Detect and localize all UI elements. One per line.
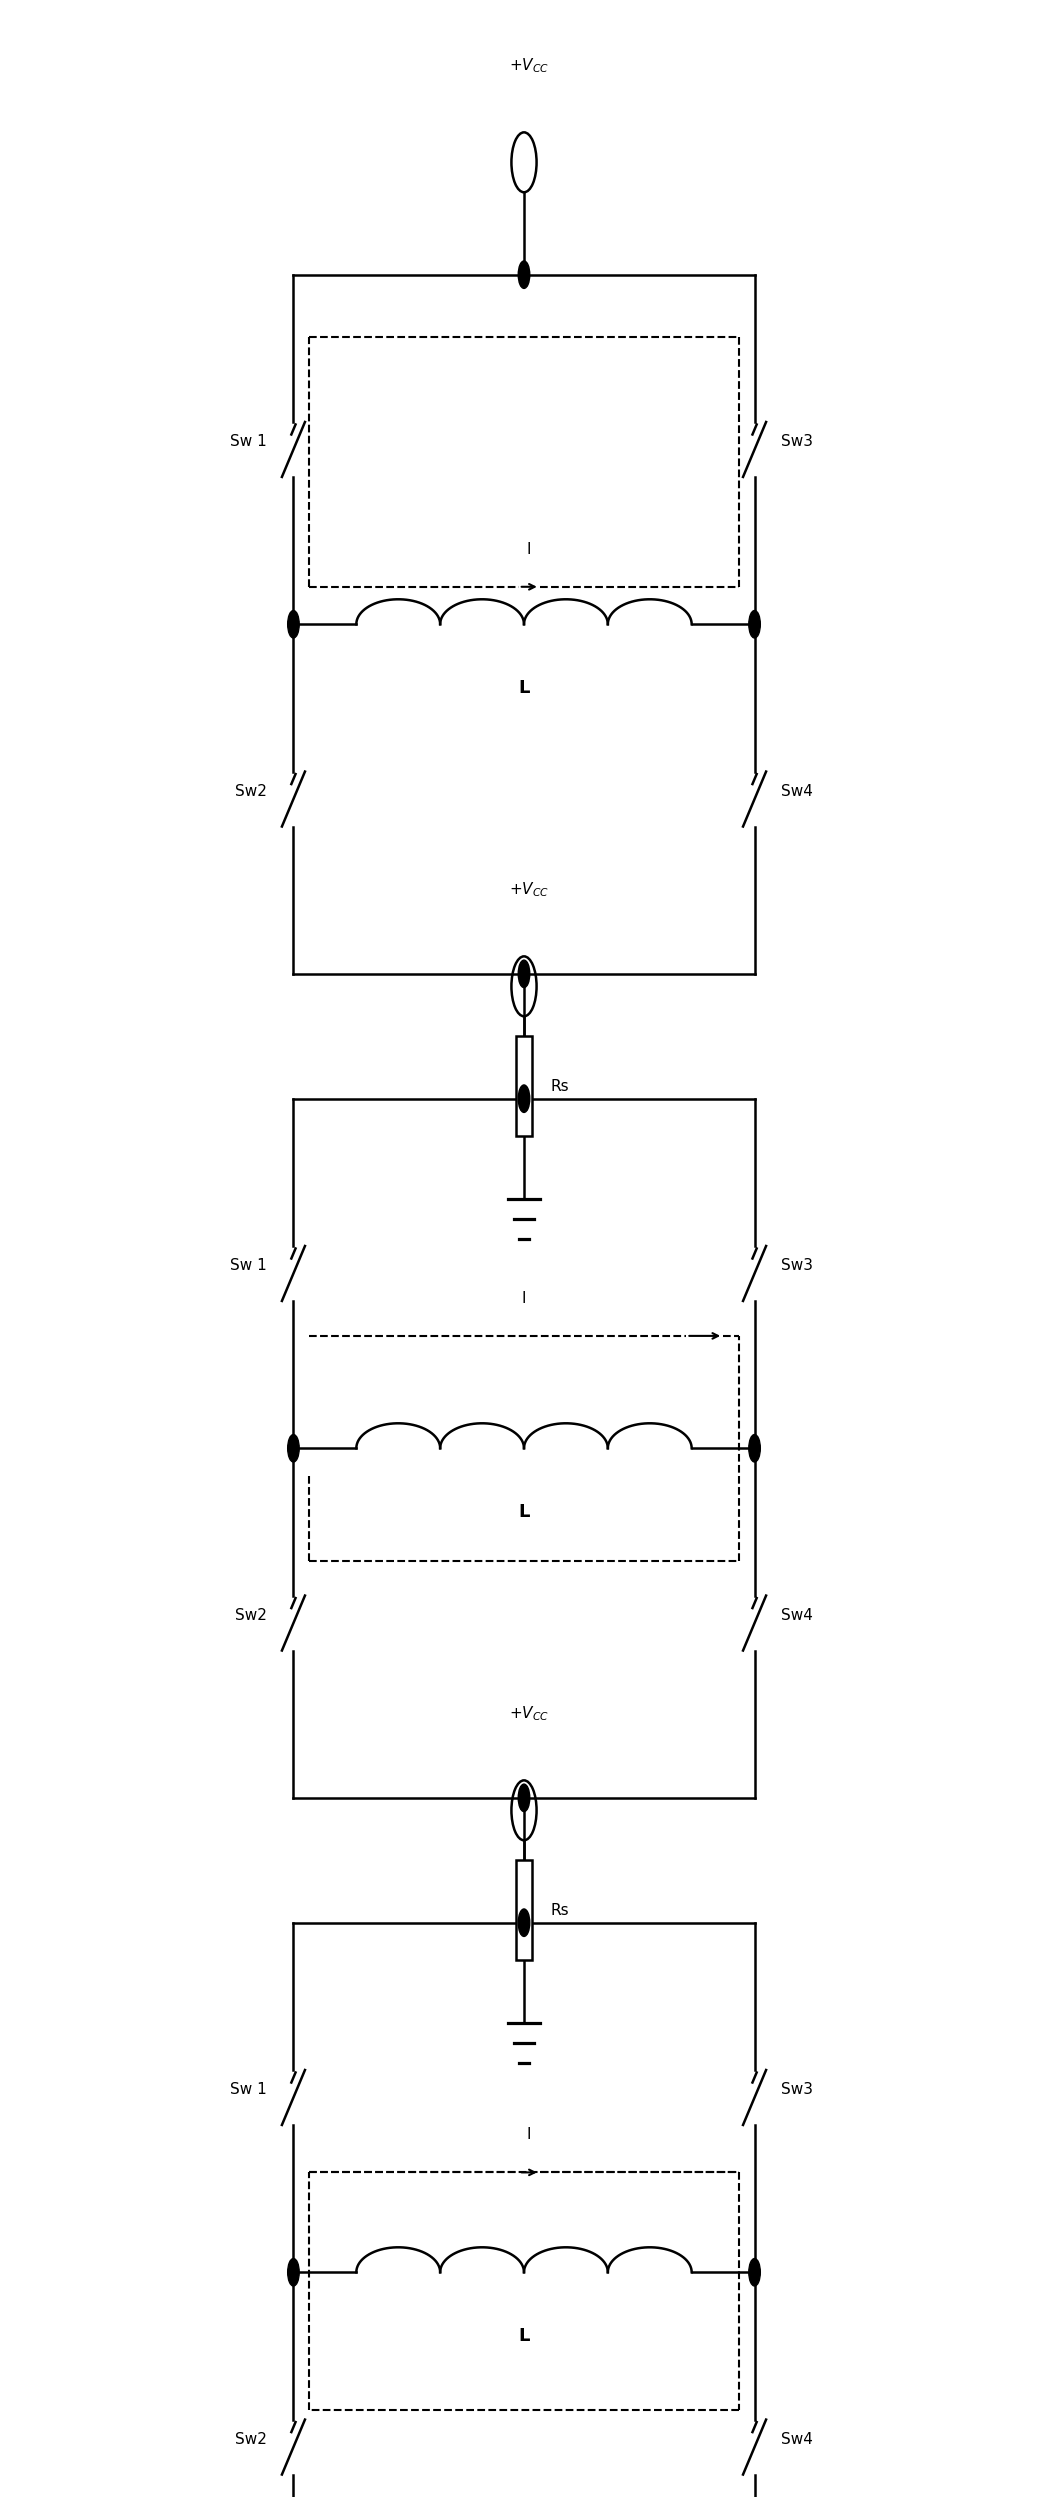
Circle shape	[287, 609, 300, 639]
Text: Sw2: Sw2	[236, 784, 267, 799]
Text: Sw2: Sw2	[236, 2432, 267, 2447]
Circle shape	[518, 1908, 529, 1938]
Text: Sw4: Sw4	[781, 2432, 812, 2447]
Text: I: I	[527, 2127, 531, 2142]
Text: $+V_{CC}$: $+V_{CC}$	[509, 1705, 549, 1723]
Circle shape	[748, 609, 761, 639]
Circle shape	[287, 1433, 300, 1463]
Text: Sw 1: Sw 1	[231, 1258, 267, 1273]
Text: Sw3: Sw3	[781, 1258, 813, 1273]
Text: L: L	[519, 2327, 529, 2345]
Text: I: I	[527, 542, 531, 557]
Bar	[516, 1860, 531, 1960]
Text: L: L	[519, 679, 529, 697]
Text: $+V_{CC}$: $+V_{CC}$	[509, 881, 549, 899]
Text: Rs: Rs	[550, 1079, 569, 1094]
Text: $+V_{CC}$: $+V_{CC}$	[509, 57, 549, 75]
Text: Sw3: Sw3	[781, 434, 813, 449]
Text: Sw2: Sw2	[236, 1608, 267, 1623]
Text: Sw4: Sw4	[781, 784, 812, 799]
Circle shape	[518, 1084, 529, 1114]
Text: I: I	[522, 1291, 526, 1306]
Text: Sw 1: Sw 1	[231, 2082, 267, 2097]
Text: Sw3: Sw3	[781, 2082, 813, 2097]
Text: Sw4: Sw4	[781, 1608, 812, 1623]
Circle shape	[518, 961, 529, 989]
Circle shape	[748, 1433, 761, 1463]
Bar	[516, 1036, 531, 1136]
Text: Sw 1: Sw 1	[231, 434, 267, 449]
Text: L: L	[519, 1503, 529, 1521]
Circle shape	[518, 262, 529, 290]
Text: Rs: Rs	[550, 1903, 569, 1918]
Circle shape	[287, 2257, 300, 2287]
Circle shape	[518, 1783, 529, 1813]
Circle shape	[748, 2257, 761, 2287]
